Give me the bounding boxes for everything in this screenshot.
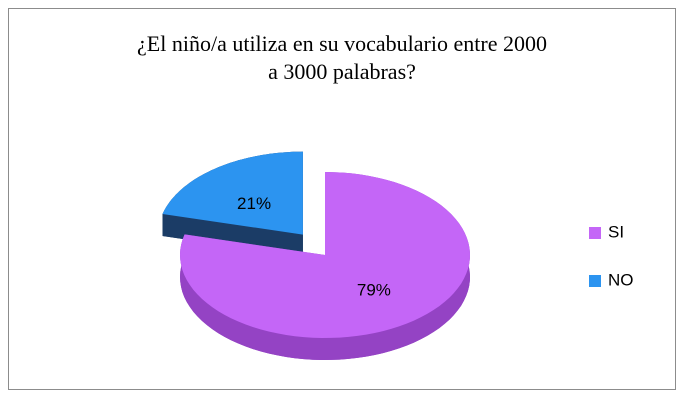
chart-title: ¿El niño/a utiliza en su vocabulario ent… [137,31,547,84]
slice-top [180,172,470,338]
chart-frame [8,8,676,390]
slice [162,151,303,257]
legend-label: NO [608,270,634,289]
legend-swatch [589,275,601,287]
slice [180,172,470,360]
slice-cut-wall [162,214,303,257]
data-label: 79% [357,281,391,300]
legend-swatch [589,227,601,239]
legend-label: SI [608,222,624,241]
slice-top [162,151,303,235]
data-label: 21% [237,194,271,213]
